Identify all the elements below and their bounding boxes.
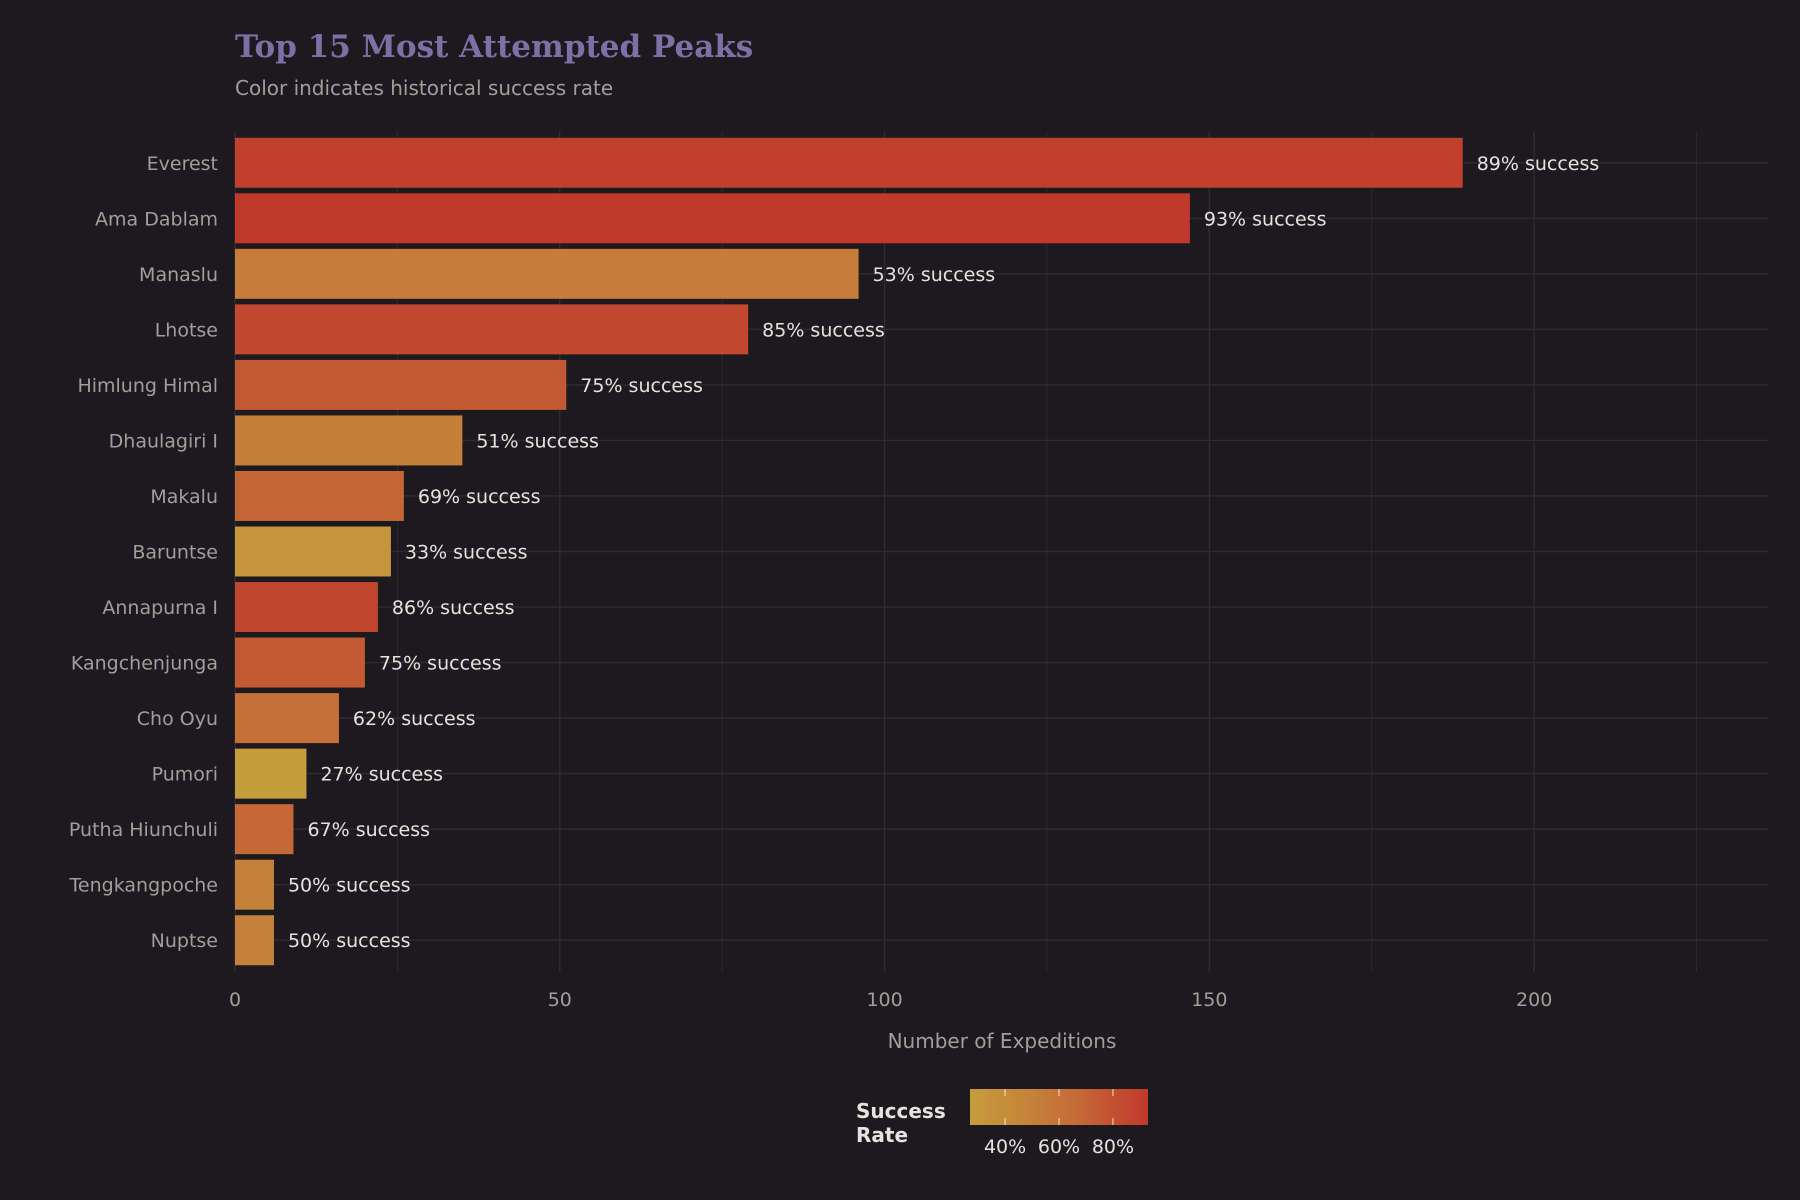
- x-axis-label: Number of Expeditions: [888, 1029, 1117, 1053]
- bar-baruntse: [235, 526, 391, 577]
- data-label: 53% success: [873, 264, 996, 286]
- bar-himlung-himal: [235, 359, 567, 410]
- bar-lhotse: [235, 304, 749, 355]
- y-category-label: Cho Oyu: [137, 708, 218, 730]
- y-category-label: Nuptse: [151, 930, 218, 952]
- legend-tick-label: 80%: [1092, 1136, 1134, 1158]
- data-label: 89% success: [1477, 153, 1600, 175]
- x-tick-label: 200: [1516, 989, 1552, 1011]
- legend: Success Rate 40% 60% 80%: [856, 1089, 1148, 1158]
- legend-tick-label: 40%: [984, 1136, 1026, 1158]
- data-label: 69% success: [418, 486, 541, 508]
- x-axis-ticks: 0 50 100 150 200: [229, 989, 1552, 1011]
- data-label: 50% success: [288, 930, 411, 952]
- y-category-label: Pumori: [152, 764, 218, 786]
- bar-everest: [235, 137, 1463, 188]
- x-tick-label: 50: [548, 989, 572, 1011]
- y-category-label: Kangchenjunga: [71, 653, 218, 675]
- bar-ama-dablam: [235, 193, 1190, 244]
- x-tick-label: 0: [229, 989, 241, 1011]
- chart-title: Top 15 Most Attempted Peaks: [235, 29, 753, 65]
- bars: Everest 89% success Ama Dablam 93% success M…: [69, 137, 1600, 966]
- bar-annapurna-i: [235, 582, 378, 633]
- bar-kangchenjunga: [235, 637, 365, 688]
- bar-manaslu: [235, 248, 859, 299]
- y-category-label: Putha Hiunchuli: [69, 819, 218, 841]
- y-category-label: Ama Dablam: [95, 208, 218, 230]
- y-category-label: Tengkangpoche: [69, 875, 218, 897]
- bar-dhaulagiri-i: [235, 415, 463, 466]
- legend-tick-label: 60%: [1038, 1136, 1080, 1158]
- data-label: 86% success: [392, 597, 515, 619]
- y-category-label: Annapurna I: [102, 597, 218, 619]
- chart-subtitle: Color indicates historical success rate: [235, 76, 613, 100]
- x-tick-label: 100: [866, 989, 902, 1011]
- y-category-label: Baruntse: [132, 542, 218, 564]
- x-tick-label: 150: [1191, 989, 1227, 1011]
- bar-makalu: [235, 470, 404, 521]
- legend-title-line-2: Rate: [856, 1123, 908, 1147]
- y-category-label: Everest: [147, 153, 218, 175]
- y-category-label: Dhaulagiri I: [109, 430, 218, 452]
- data-label: 50% success: [288, 875, 411, 897]
- data-label: 75% success: [379, 653, 502, 675]
- data-label: 75% success: [580, 375, 703, 397]
- y-category-label: Himlung Himal: [77, 375, 218, 397]
- data-label: 27% success: [320, 764, 443, 786]
- bar-cho-oyu: [235, 693, 339, 744]
- bar-putha-hiunchuli: [235, 804, 294, 855]
- y-category-label: Manaslu: [139, 264, 218, 286]
- data-label: 33% success: [405, 542, 528, 564]
- bar-pumori: [235, 748, 307, 799]
- y-category-label: Makalu: [150, 486, 218, 508]
- bar-nuptse: [235, 915, 274, 966]
- data-label: 93% success: [1204, 208, 1327, 230]
- data-label: 62% success: [353, 708, 476, 730]
- data-label: 51% success: [476, 430, 599, 452]
- data-label: 67% success: [307, 819, 430, 841]
- y-category-label: Lhotse: [155, 319, 218, 341]
- legend-title-line-1: Success: [856, 1099, 946, 1123]
- data-label: 85% success: [762, 319, 885, 341]
- bar-tengkangpoche: [235, 859, 274, 910]
